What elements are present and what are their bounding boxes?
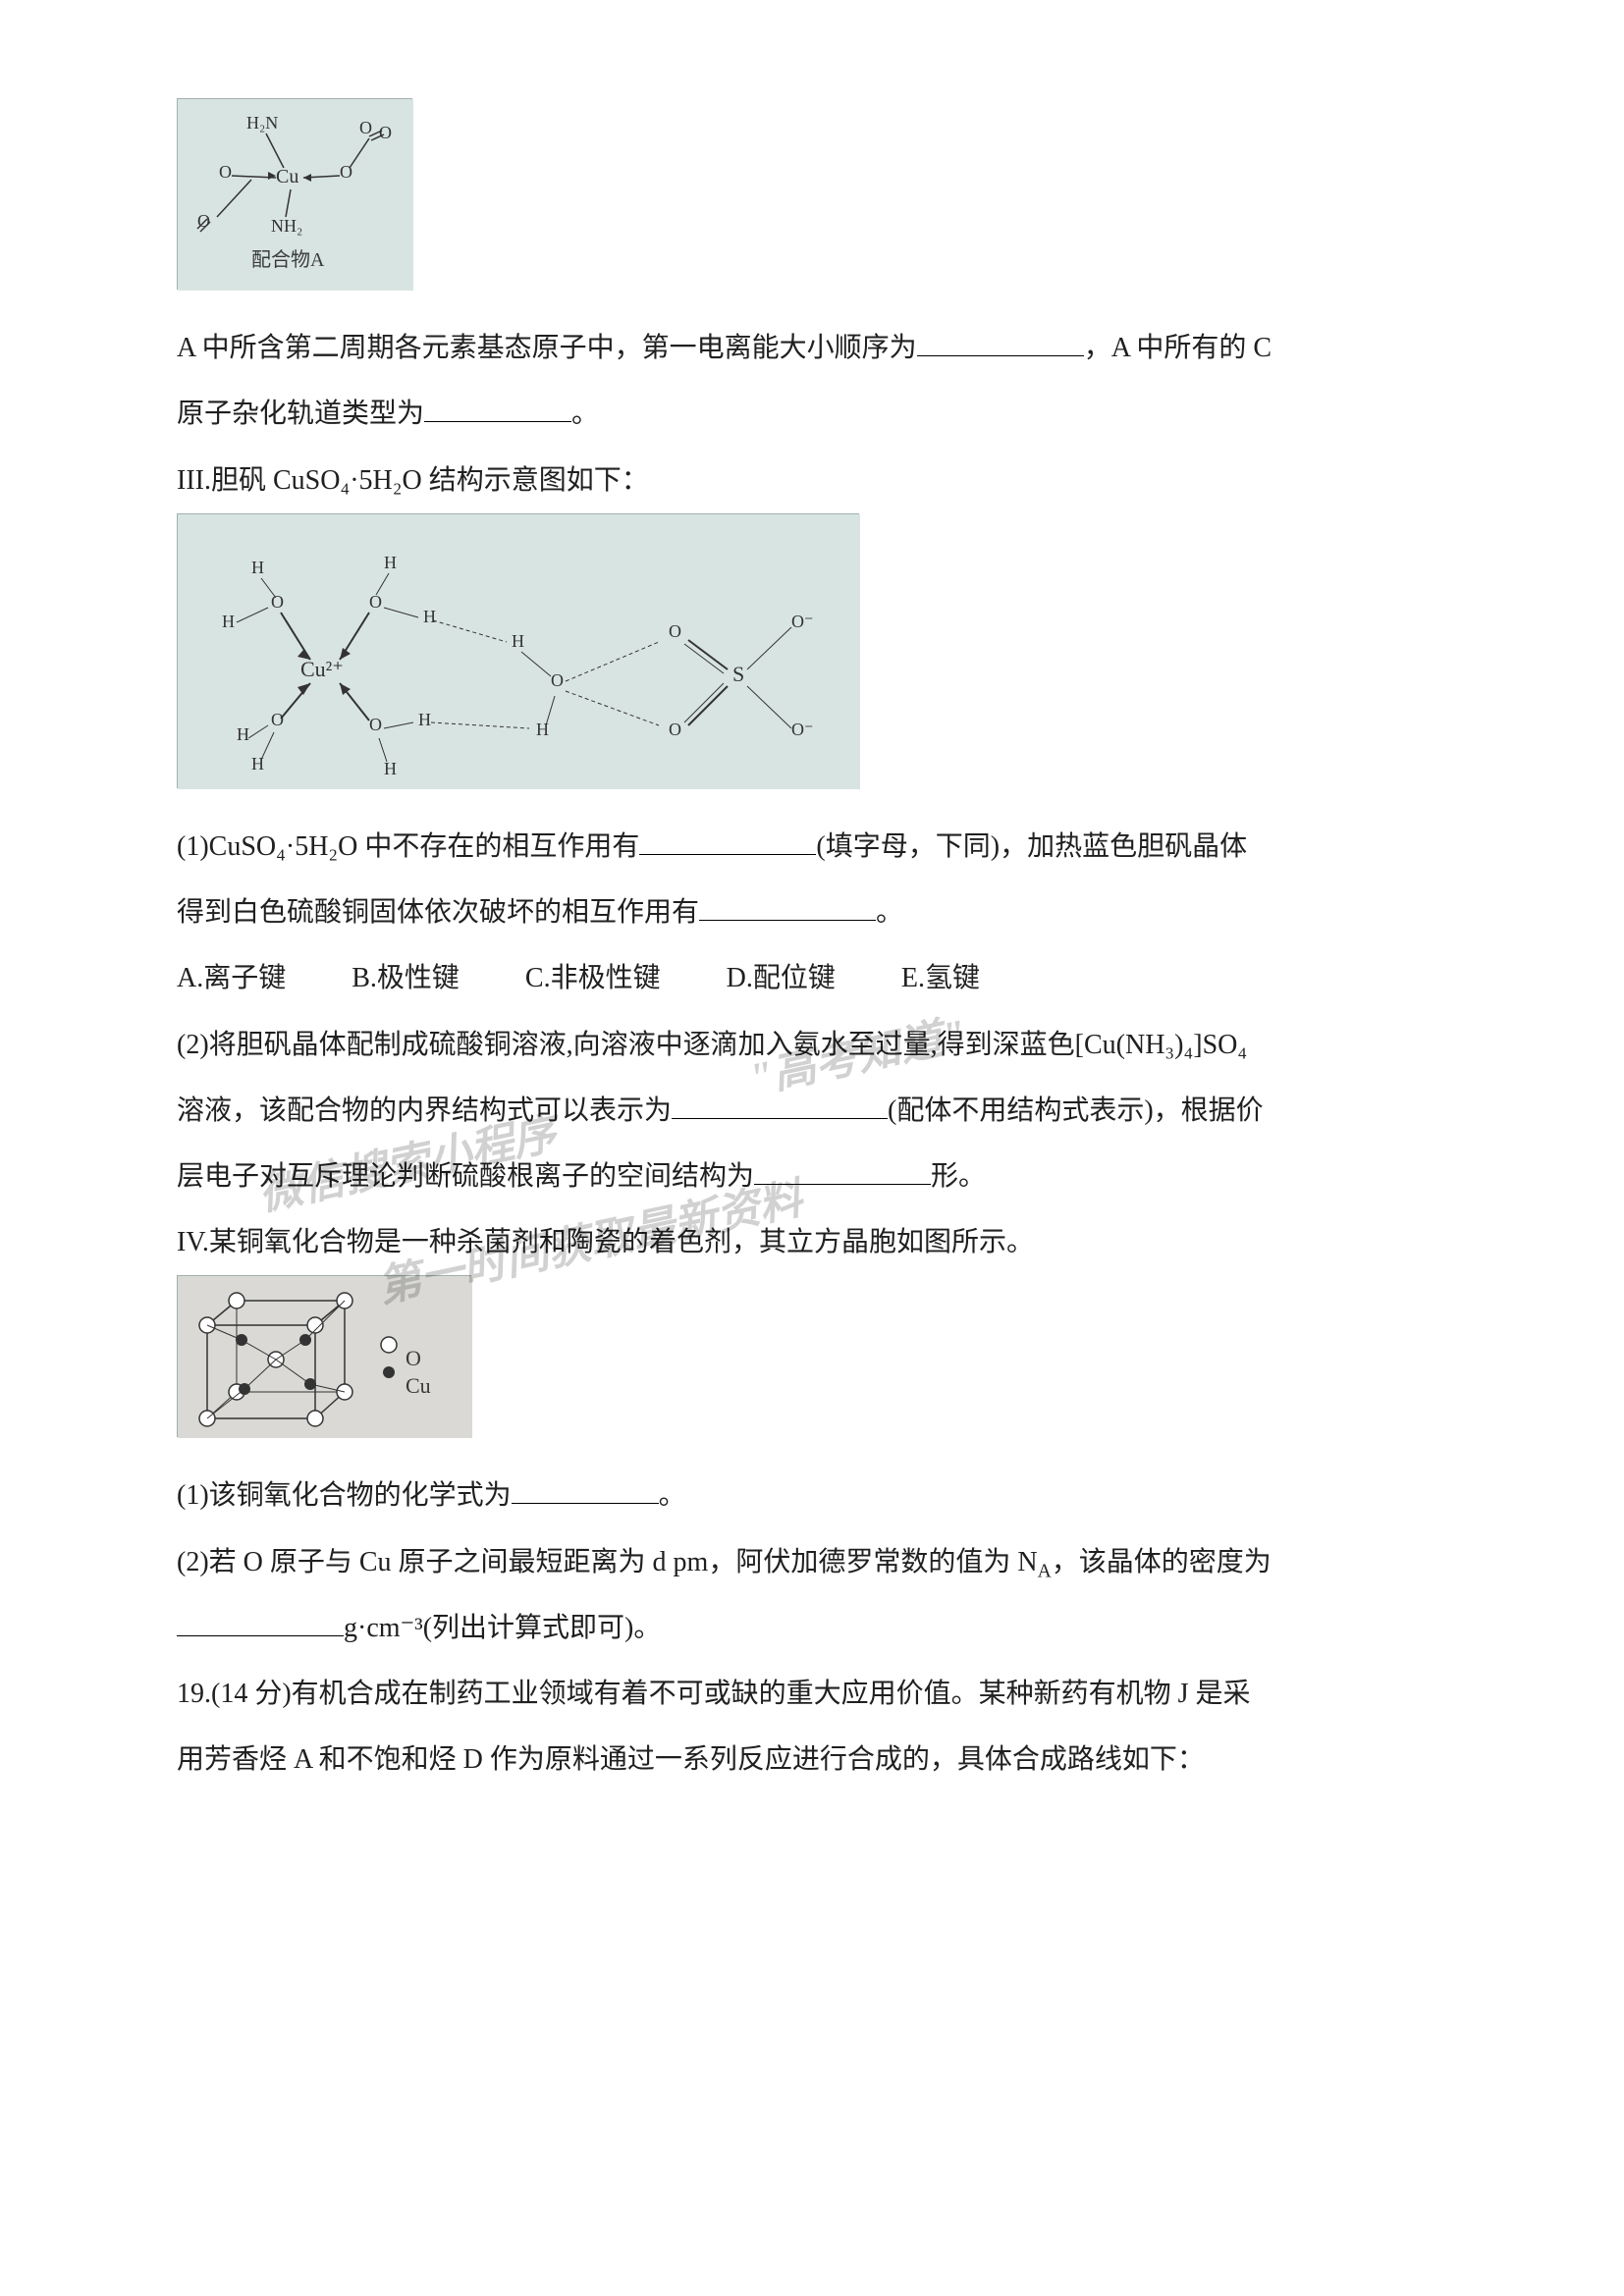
paragraph-4d: 层电子对互斥理论判断硫酸根离子的空间结构为 形。 [177, 1144, 1447, 1209]
choice-row: A.离子键 B.极性键 C.非极性键 D.配位键 E.氢键 [177, 945, 1447, 1011]
choice-e: E.氢键 [901, 963, 980, 993]
blank-8[interactable] [177, 1635, 344, 1636]
text-p4d: 层电子对互斥理论判断硫酸根离子的空间结构为 [177, 1161, 754, 1192]
text-p4e: 形。 [931, 1161, 986, 1192]
svg-text:H: H [237, 724, 249, 744]
text-p7c: g·cm⁻³(列出计算式即可)。 [344, 1613, 661, 1643]
text-p3b: (填字母，下同)，加热蓝色胆矾晶体 [816, 831, 1247, 862]
figure-caption: 配合物A [251, 237, 324, 284]
text-p7a: (2)若 O 原子与 Cu 原子之间最短距离为 d pm，阿伏加德罗常数的值为 … [177, 1547, 1038, 1577]
figure-complex-a: H₂N O Cu O O NH₂ O O 配合物A [177, 98, 412, 290]
svg-text:O: O [219, 162, 232, 182]
svg-text:H: H [418, 710, 431, 729]
blank-2[interactable] [424, 421, 571, 422]
svg-text:Cu²⁺: Cu²⁺ [300, 657, 344, 681]
svg-text:O: O [359, 118, 372, 137]
svg-text:H: H [512, 631, 524, 651]
blank-7[interactable] [512, 1503, 659, 1504]
legend-cu: Cu [406, 1361, 431, 1413]
text-p1a: A 中所含第二周期各元素基态原子中，第一电离能大小顺序为 [177, 333, 917, 363]
choice-b: B.极性键 [352, 963, 460, 993]
paragraph-9: 用芳香烃 A 和不饱和烃 D 作为原料通过一系列反应进行合成的，具体合成路线如下… [177, 1727, 1447, 1792]
blank-4[interactable] [699, 920, 876, 921]
paragraph-1: A 中所含第二周期各元素基态原子中，第一电离能大小顺序为 ，A 中所有的 C [177, 315, 1447, 381]
paragraph-6: (1)该铜氧化合物的化学式为 。 [177, 1463, 1447, 1528]
svg-text:O: O [379, 123, 392, 142]
text-p4a: (2)将胆矾晶体配制成硫酸铜溶液,向溶液中逐滴加入氨水至过量,得到深蓝色[Cu(… [177, 1030, 1247, 1060]
blank-3[interactable] [639, 854, 816, 855]
text-p1c: 原子杂化轨道类型为 [177, 399, 424, 429]
svg-text:H: H [423, 607, 436, 626]
text-p7a-sub: A [1038, 1561, 1052, 1581]
paragraph-4b: 溶液，该配合物的内界结构式可以表示为 (配体不用结构式表示)，根据价 [177, 1078, 1447, 1144]
text-p4b: 溶液，该配合物的内界结构式可以表示为 [177, 1095, 672, 1126]
text-p3d: 。 [876, 897, 903, 928]
paragraph-8: 19.(14 分)有机合成在制药工业领域有着不可或缺的重大应用价值。某种新药有机… [177, 1661, 1447, 1727]
text-p7b: ，该晶体的密度为 [1052, 1547, 1272, 1577]
choice-d: D.配位键 [727, 963, 836, 993]
svg-text:O: O [369, 592, 382, 612]
paragraph-3c: 得到白色硫酸铜固体依次破坏的相互作用有 。 [177, 880, 1447, 945]
paragraph-1c: 原子杂化轨道类型为 。 [177, 381, 1447, 447]
text-p5: IV.某铜氧化合物是一种杀菌剂和陶瓷的着色剂，其立方晶胞如图所示。 [177, 1227, 1034, 1257]
paragraph-3: (1)CuSO₄·5H₂O 中不存在的相互作用有 (填字母，下同)，加热蓝色胆矾晶… [177, 814, 1447, 880]
svg-text:O: O [669, 621, 681, 641]
svg-text:H₂N: H₂N [246, 113, 278, 133]
choice-a: A.离子键 [177, 963, 286, 993]
text-p8: 19.(14 分)有机合成在制药工业领域有着不可或缺的重大应用价值。某种新药有机… [177, 1679, 1251, 1709]
text-p3a: (1)CuSO₄·5H₂O 中不存在的相互作用有 [177, 831, 639, 862]
svg-text:O: O [340, 162, 352, 182]
paragraph-7c: g·cm⁻³(列出计算式即可)。 [177, 1595, 1447, 1661]
svg-text:O: O [271, 592, 284, 612]
figure-crystal-cell: O Cu [177, 1275, 471, 1437]
svg-text:Cu: Cu [276, 166, 298, 187]
svg-text:S: S [732, 662, 744, 686]
svg-text:H: H [251, 558, 264, 577]
paragraph-2: III.胆矾 CuSO₄·5H₂O 结构示意图如下： [177, 448, 1447, 513]
text-p1d: 。 [571, 399, 599, 429]
svg-text:O: O [369, 715, 382, 734]
svg-text:H: H [222, 612, 235, 631]
text-p1b: ，A 中所有的 C [1084, 333, 1272, 363]
text-p2: III.胆矾 CuSO₄·5H₂O 结构示意图如下： [177, 465, 649, 496]
figure-cuso4-structure: Cu²⁺ H O H H O H H O H O H H [177, 513, 859, 788]
svg-text:H: H [384, 553, 397, 572]
svg-text:O: O [271, 710, 284, 729]
svg-text:O⁻: O⁻ [791, 720, 814, 739]
paragraph-5: IV.某铜氧化合物是一种杀菌剂和陶瓷的着色剂，其立方晶胞如图所示。 [177, 1209, 1447, 1275]
choice-c: C.非极性键 [525, 963, 661, 993]
svg-text:O: O [669, 720, 681, 739]
text-p9: 用芳香烃 A 和不饱和烃 D 作为原料通过一系列反应进行合成的，具体合成路线如下… [177, 1744, 1205, 1775]
blank-1[interactable] [917, 355, 1084, 356]
svg-text:H: H [384, 759, 397, 778]
paragraph-4a: (2)将胆矾晶体配制成硫酸铜溶液,向溶液中逐滴加入氨水至过量,得到深蓝色[Cu(… [177, 1012, 1447, 1078]
text-p6a: (1)该铜氧化合物的化学式为 [177, 1480, 512, 1511]
svg-text:NH₂: NH₂ [271, 216, 302, 236]
text-p6b: 。 [659, 1480, 686, 1511]
text-p3c: 得到白色硫酸铜固体依次破坏的相互作用有 [177, 897, 699, 928]
blank-5[interactable] [672, 1118, 888, 1119]
paragraph-7: (2)若 O 原子与 Cu 原子之间最短距离为 d pm，阿伏加德罗常数的值为 … [177, 1529, 1447, 1595]
svg-text:O: O [551, 670, 564, 690]
blank-6[interactable] [754, 1184, 931, 1185]
svg-text:O⁻: O⁻ [791, 612, 814, 631]
text-p4c: (配体不用结构式表示)，根据价 [888, 1095, 1264, 1126]
